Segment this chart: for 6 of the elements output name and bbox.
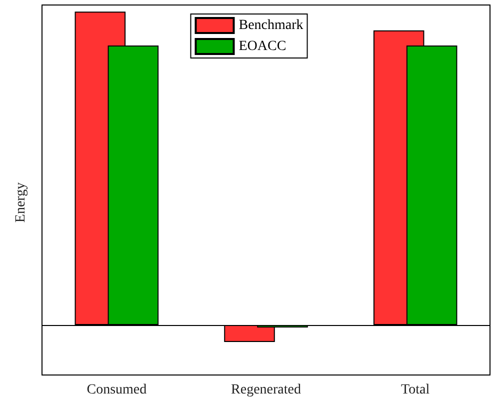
legend-label: EOACC [238,39,286,54]
x-tick-label: Total [401,382,430,398]
y-axis-title: Energy [14,182,28,223]
x-tick-label: Consumed [86,382,147,398]
x-tick-label: Regenerated [231,382,301,398]
legend-label: Benchmark [238,18,304,33]
